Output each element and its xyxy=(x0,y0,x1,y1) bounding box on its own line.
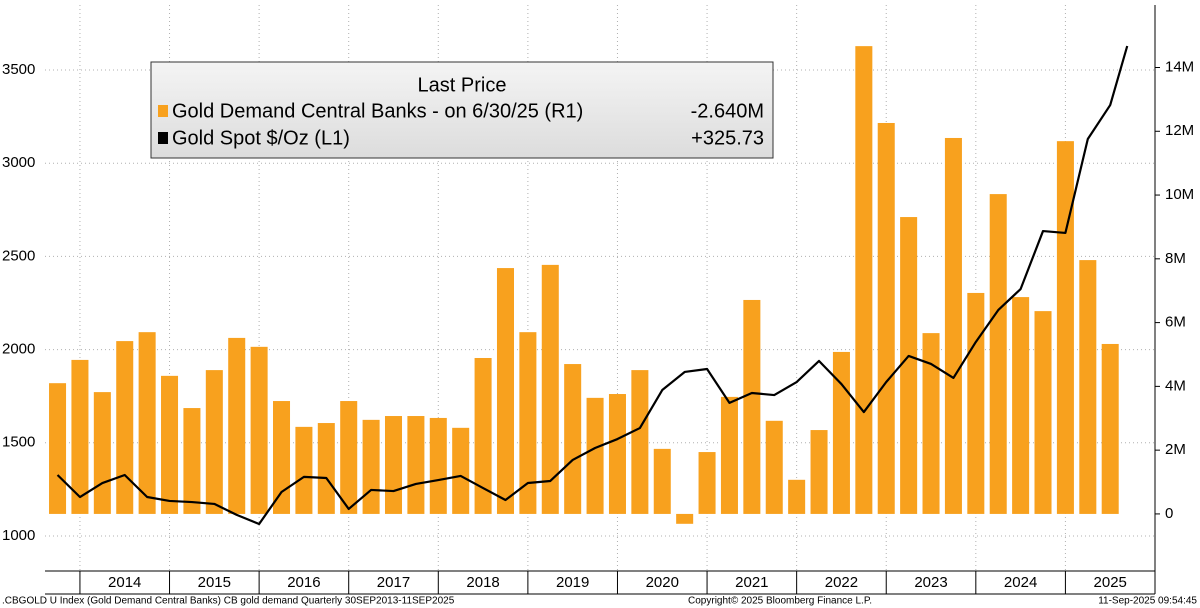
bar xyxy=(205,370,223,514)
bar xyxy=(922,333,940,514)
bar xyxy=(586,397,604,514)
legend-label: Gold Spot $/Oz (L1) xyxy=(172,127,350,149)
bar xyxy=(1079,260,1097,514)
bar xyxy=(452,427,470,514)
x-tick-label: 2022 xyxy=(825,574,858,591)
bar xyxy=(519,332,537,514)
footer-source: .CBGOLD U Index (Gold Demand Central Ban… xyxy=(2,596,455,607)
footer-copyright: Copyright© 2025 Bloomberg Finance L.P. xyxy=(688,596,872,607)
bar xyxy=(855,46,873,514)
bar xyxy=(631,370,649,514)
y2-tick-label: 8M xyxy=(1165,250,1186,267)
legend-value: +325.73 xyxy=(691,127,764,149)
y-tick-label: 2000 xyxy=(2,341,35,358)
bar xyxy=(1034,311,1052,514)
bar xyxy=(161,375,179,514)
bar xyxy=(676,513,694,524)
bar xyxy=(228,337,246,514)
y2-tick-label: 14M xyxy=(1165,58,1194,75)
x-tick-label: 2020 xyxy=(646,574,679,591)
bar xyxy=(1056,141,1074,514)
y-tick-label: 2500 xyxy=(2,247,35,264)
legend-value: -2.640M xyxy=(691,100,764,122)
bar xyxy=(832,351,850,514)
bar xyxy=(183,408,201,514)
bar xyxy=(608,394,626,514)
bar xyxy=(1012,297,1030,514)
bar xyxy=(877,122,895,514)
bar xyxy=(138,332,156,514)
bar xyxy=(93,392,111,514)
legend-box xyxy=(150,61,774,159)
y-tick-label: 3500 xyxy=(2,61,35,78)
y-tick-label: 3000 xyxy=(2,154,35,171)
x-tick-label: 2018 xyxy=(466,574,499,591)
y2-tick-label: 0 xyxy=(1165,505,1173,522)
bar xyxy=(362,419,380,514)
marks xyxy=(49,45,1129,526)
legend-label: Gold Demand Central Banks - on 6/30/25 (… xyxy=(172,100,583,122)
bar xyxy=(474,357,492,514)
bar xyxy=(407,416,425,514)
y2-tick-label: 4M xyxy=(1165,377,1186,394)
y-tick-label: 1000 xyxy=(2,527,35,544)
y-tick-label: 1500 xyxy=(2,434,35,451)
y2-tick-label: 10M xyxy=(1165,186,1194,203)
bar xyxy=(429,417,447,514)
bar xyxy=(317,423,335,514)
bar xyxy=(989,194,1007,514)
bar xyxy=(49,383,67,514)
bar xyxy=(340,401,358,514)
bar xyxy=(810,430,828,514)
bar xyxy=(71,359,89,514)
bar xyxy=(698,452,716,514)
bar xyxy=(1101,343,1119,514)
bar xyxy=(720,396,738,514)
bar xyxy=(116,341,134,514)
x-tick-label: 2024 xyxy=(1004,574,1037,591)
x-tick-label: 2019 xyxy=(556,574,589,591)
bar xyxy=(496,268,514,514)
bar xyxy=(743,299,761,514)
x-tick-label: 2025 xyxy=(1094,574,1127,591)
bar xyxy=(564,364,582,514)
bar xyxy=(967,292,985,514)
bar xyxy=(541,264,559,514)
x-tick-label: 2015 xyxy=(198,574,231,591)
legend-swatch xyxy=(158,132,168,144)
bar xyxy=(273,401,291,514)
legend: Last Price Gold Demand Central Banks - o… xyxy=(150,61,774,159)
x-tick-label: 2017 xyxy=(377,574,410,591)
bar xyxy=(653,448,671,514)
axes: 1000 1500 2000 2500 3000 3500 0 2M 4M 6M 8M 10M 12M 1… xyxy=(2,5,1194,595)
bar xyxy=(250,346,268,514)
bar xyxy=(384,416,403,514)
legend-swatch xyxy=(158,105,168,117)
footer-date: 11-Sep-2025 09:54:45 xyxy=(1098,596,1197,607)
legend-title: Last Price xyxy=(418,74,507,96)
bar xyxy=(900,217,918,514)
line xyxy=(56,45,1129,526)
y2-tick-label: 2M xyxy=(1165,441,1186,458)
bar xyxy=(944,137,962,514)
x-tick-label: 2021 xyxy=(735,574,768,591)
y2-tick-label: 12M xyxy=(1165,122,1194,139)
x-tick-label: 2014 xyxy=(108,574,141,591)
x-tick-label: 2016 xyxy=(287,574,320,591)
x-tick-label: 2023 xyxy=(914,574,947,591)
y2-tick-label: 6M xyxy=(1165,314,1186,331)
bar xyxy=(788,479,806,514)
bar xyxy=(765,420,783,514)
bar xyxy=(295,426,313,514)
